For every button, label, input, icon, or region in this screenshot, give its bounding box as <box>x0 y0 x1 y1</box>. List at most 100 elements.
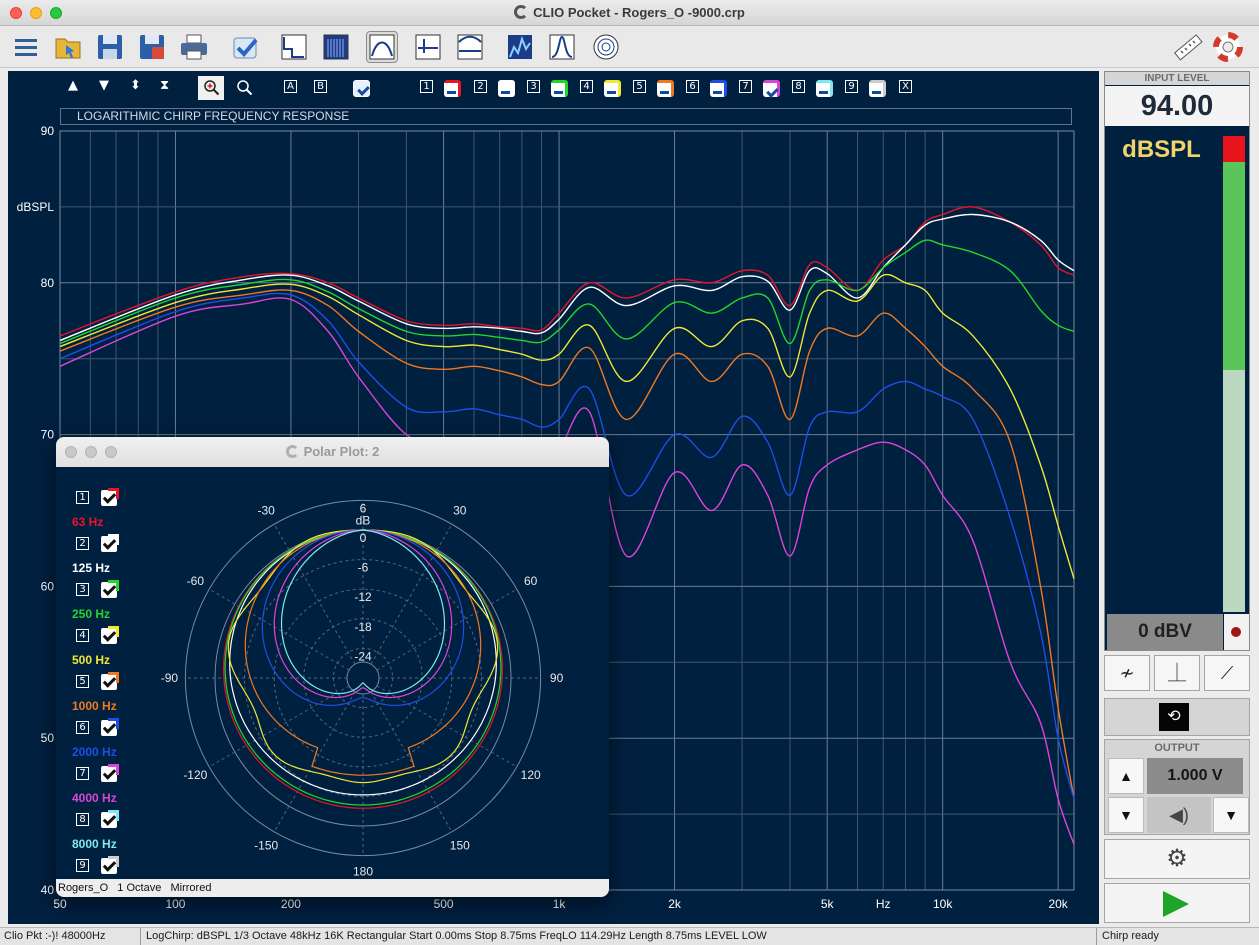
legend-3-checkbox[interactable] <box>101 580 119 598</box>
lifebuoy-icon[interactable] <box>1212 31 1244 63</box>
legend-9-checkbox[interactable] <box>101 856 119 874</box>
polar-close-button[interactable] <box>65 446 77 458</box>
input-level-title: INPUT LEVEL <box>1105 72 1249 85</box>
output-dropdown-button[interactable]: ▼ <box>1213 797 1249 833</box>
channel-3-label: 3 <box>527 80 540 93</box>
legend-6-checkbox[interactable] <box>101 718 119 736</box>
close-window-button[interactable] <box>10 7 22 19</box>
polar-ring-label: -18 <box>354 620 372 634</box>
meter-overload-segment <box>1223 136 1245 162</box>
polar-icon[interactable] <box>590 31 622 63</box>
channel-8-checkbox[interactable] <box>816 80 833 97</box>
channel-6-checkbox[interactable] <box>710 80 727 97</box>
polar-window-title: Polar Plot: 2 <box>56 444 609 459</box>
ruler-icon[interactable] <box>1172 31 1204 63</box>
record-indicator-icon[interactable] <box>1224 614 1249 650</box>
spectrogram-icon[interactable] <box>504 31 536 63</box>
channel-5-checkbox[interactable] <box>657 80 674 97</box>
input-gain-display[interactable]: 0 dBV <box>1107 614 1223 650</box>
menu-icon[interactable] <box>10 31 42 63</box>
checkmark-icon[interactable] <box>230 31 262 63</box>
impulse-icon[interactable] <box>412 31 444 63</box>
series-line-6 <box>59 292 1075 800</box>
polar-spoke <box>376 588 518 671</box>
save-icon[interactable] <box>94 31 126 63</box>
overlay-toggle-checkbox[interactable] <box>353 80 370 97</box>
legend-7-number: 7 <box>76 767 89 780</box>
polar-plot-window[interactable]: Polar Plot: 2 1 63 Hz 2 125 Hz 3 250 Hz … <box>56 437 609 897</box>
zoom-window-button[interactable] <box>50 7 62 19</box>
status-bar: Clio Pkt :-)! 48000Hz LogChirp: dBSPL 1/… <box>0 927 1259 945</box>
legend-2-checkbox[interactable] <box>101 534 119 552</box>
x-tick-label: 100 <box>165 897 185 911</box>
graph-step-icon[interactable] <box>278 31 310 63</box>
y-tick-label: 90 <box>41 124 55 138</box>
scale-up-button[interactable]: ▲ <box>68 78 78 93</box>
print-icon[interactable] <box>178 31 210 63</box>
legend-1-number: 1 <box>76 491 89 504</box>
channel-2-checkbox[interactable] <box>498 80 515 97</box>
legend-7-checkbox[interactable] <box>101 764 119 782</box>
expand-button[interactable]: ⬍ <box>130 78 141 93</box>
channel-7-checkbox[interactable] <box>763 80 780 97</box>
legend-5-checkbox[interactable] <box>101 672 119 690</box>
polar-window-titlebar[interactable]: Polar Plot: 2 <box>56 437 609 467</box>
sweep-mode-button[interactable]: ≁ <box>1104 655 1150 691</box>
polar-minimize-button[interactable] <box>85 446 97 458</box>
output-level-value[interactable]: 1.000 V <box>1147 758 1243 794</box>
clear-channels-button[interactable]: X <box>899 80 912 93</box>
loop-button[interactable]: ⟲ <box>1159 703 1189 731</box>
polar-spoke <box>208 685 350 768</box>
series-line-4 <box>59 273 1075 580</box>
legend-2-number: 2 <box>76 537 89 550</box>
x-tick-label: 5k <box>821 897 835 911</box>
slope-mode-button[interactable]: ⟋ <box>1204 655 1250 691</box>
legend-6-number: 6 <box>76 721 89 734</box>
save-as-icon[interactable] <box>136 31 168 63</box>
series-line-5 <box>59 289 1075 800</box>
channel-1-label: 1 <box>420 80 433 93</box>
zoom-out-icon <box>237 80 253 96</box>
open-folder-icon[interactable] <box>52 31 84 63</box>
marker-b-button[interactable]: B <box>314 80 327 93</box>
speaker-icon[interactable]: ◀) <box>1147 797 1211 833</box>
y-tick-label: 60 <box>41 579 55 593</box>
polar-curve-5 <box>244 529 482 776</box>
channel-1-checkbox[interactable] <box>444 80 461 97</box>
channel-9-checkbox[interactable] <box>869 80 886 97</box>
settings-button[interactable]: ⚙ <box>1104 839 1250 879</box>
zoom-out-button[interactable] <box>232 76 256 100</box>
zoom-in-icon <box>204 80 220 96</box>
impulse-mode-button[interactable]: ⏊ <box>1154 655 1200 691</box>
wavelet-icon[interactable] <box>546 31 578 63</box>
output-down-button[interactable]: ▼ <box>1108 797 1144 833</box>
x-axis-unit-label: Hz <box>876 897 891 911</box>
polar-angle-label: 60 <box>524 574 538 588</box>
output-up-button[interactable]: ▲ <box>1108 758 1144 794</box>
polar-body: 1 63 Hz 2 125 Hz 3 250 Hz 4 500 Hz 5 100… <box>56 467 609 879</box>
polar-ring-label: -12 <box>354 590 372 604</box>
time-window-icon[interactable] <box>454 31 486 63</box>
channel-4-checkbox[interactable] <box>604 80 621 97</box>
series-line-7 <box>59 297 1075 845</box>
polar-zoom-button[interactable] <box>105 446 117 458</box>
legend-4-checkbox[interactable] <box>101 626 119 644</box>
legend-9-number: 9 <box>76 859 89 872</box>
compress-button[interactable]: ⧗ <box>160 78 170 93</box>
legend-8-checkbox[interactable] <box>101 810 119 828</box>
graph-heading: LOGARITHMIC CHIRP FREQUENCY RESPONSE <box>60 108 1072 125</box>
frequency-response-icon[interactable] <box>366 31 398 63</box>
marker-a-button[interactable]: A <box>284 80 297 93</box>
minimize-window-button[interactable] <box>30 7 42 19</box>
waterfall-icon[interactable] <box>320 31 352 63</box>
legend-8-number: 8 <box>76 813 89 826</box>
status-state: Chirp ready <box>1102 930 1159 942</box>
play-button[interactable] <box>1104 883 1250 923</box>
right-control-panel: INPUT LEVEL 94.00 dBSPL 0 dBV ≁ ⏊ ⟋ ⟲ OU… <box>1104 71 1250 924</box>
scale-down-button[interactable]: ▼ <box>99 78 109 93</box>
channel-3-checkbox[interactable] <box>551 80 568 97</box>
polar-angle-label: -30 <box>258 503 276 517</box>
legend-1-checkbox[interactable] <box>101 488 119 506</box>
zoom-in-button[interactable] <box>198 76 224 100</box>
